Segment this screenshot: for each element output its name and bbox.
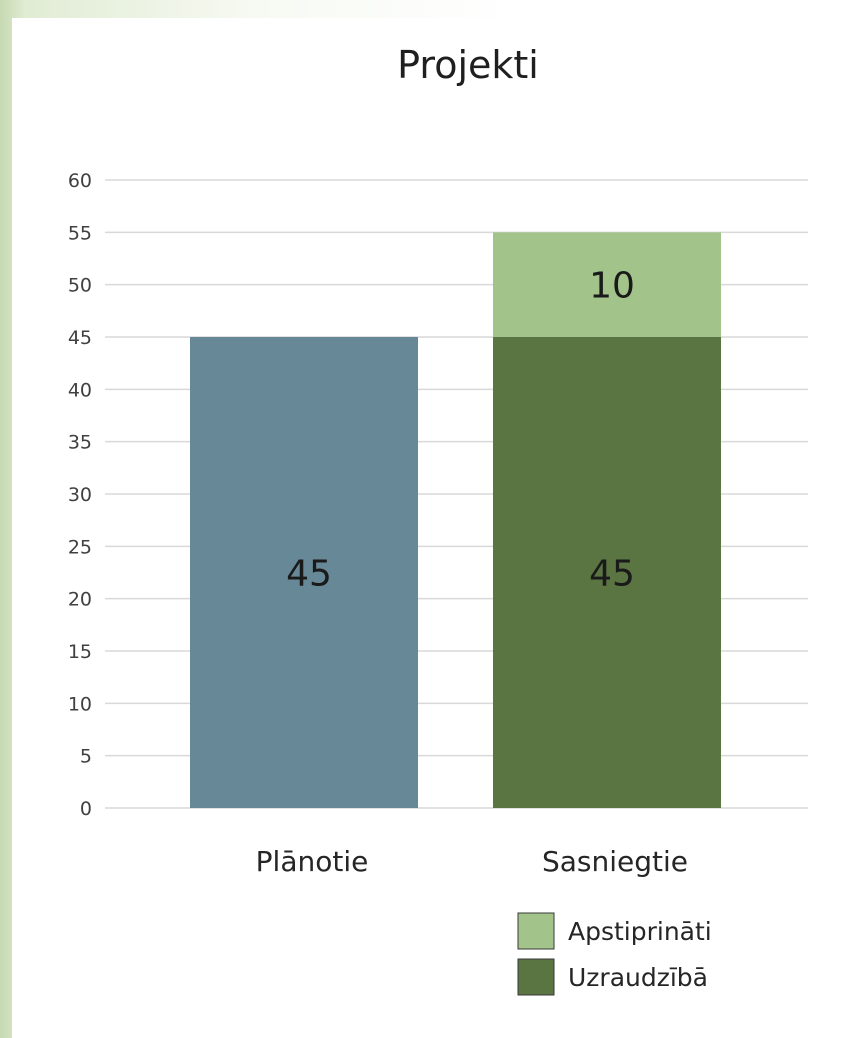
legend-label: Uzraudzībā	[568, 963, 708, 992]
y-tick-label: 10	[68, 693, 92, 715]
y-tick-label: 5	[80, 746, 92, 768]
legend: Apstiprināti Uzraudzībā	[517, 912, 712, 996]
legend-swatch	[517, 958, 555, 996]
y-tick-label: 45	[68, 327, 92, 349]
legend-label: Apstiprināti	[568, 917, 712, 946]
y-tick-label: 50	[68, 275, 92, 297]
y-tick-label: 20	[68, 589, 92, 611]
data-label: 45	[286, 554, 332, 595]
y-tick-label: 30	[68, 484, 92, 506]
x-category-label: Sasniegtie	[542, 845, 688, 878]
bar-sasniegtie-series-2	[493, 232, 721, 337]
bar-sasniegtie-series-1	[493, 337, 721, 808]
y-tick-label: 35	[68, 432, 92, 454]
y-tick-label: 25	[68, 536, 92, 558]
chart-title: Projekti	[397, 43, 539, 87]
data-label: 45	[589, 554, 635, 595]
x-axis-categories: Plānotie Sasniegtie	[256, 845, 688, 878]
y-tick-label: 55	[68, 222, 92, 244]
data-labels: 45 45 10	[286, 266, 635, 595]
y-tick-label: 15	[68, 641, 92, 663]
y-tick-label: 60	[68, 170, 92, 192]
legend-swatch	[517, 912, 555, 950]
y-axis-ticks: 0 5 10 15 20 25 30 35 40 45 50 55 60	[68, 170, 92, 820]
y-tick-label: 0	[80, 798, 92, 820]
data-label: 10	[589, 266, 635, 307]
y-tick-label: 40	[68, 379, 92, 401]
x-category-label: Plānotie	[256, 845, 369, 878]
bars	[190, 232, 721, 808]
bar-planotie-series-0	[190, 337, 418, 808]
